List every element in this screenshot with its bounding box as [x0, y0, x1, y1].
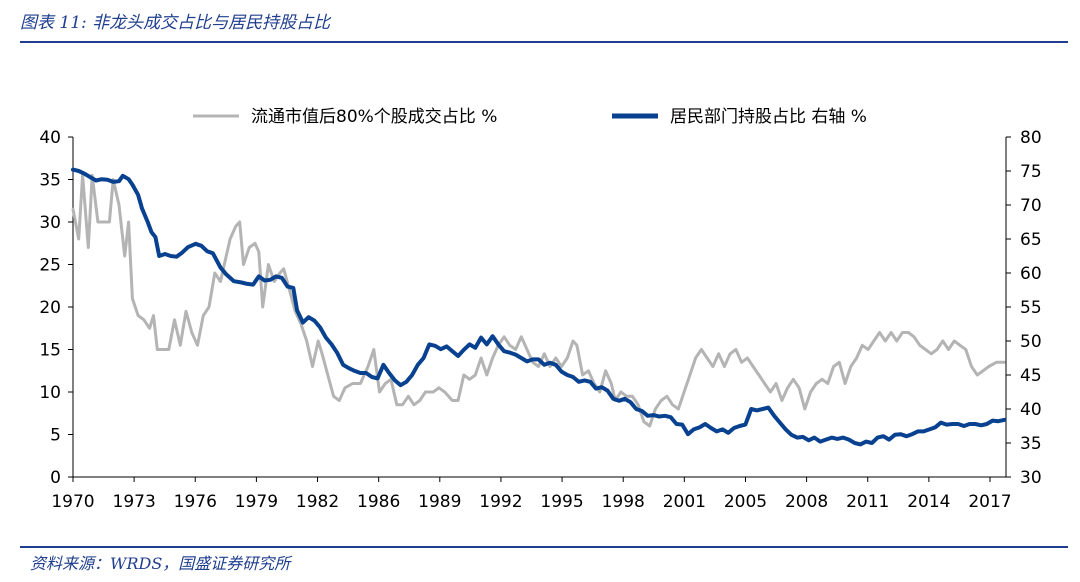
x-tick-label: 1995 — [540, 492, 583, 512]
series-line-household-holding — [71, 167, 1007, 447]
x-tick-label: 1970 — [51, 492, 94, 512]
chart: 流通市值后80%个股成交占比 % 居民部门持股占比 右轴 % 0 5 10 15 20 25… — [39, 107, 1041, 512]
legend-item-household-holding-label: 居民部门持股占比 右轴 % — [670, 107, 867, 127]
x-tick-label: 2001 — [663, 492, 706, 512]
figure-title: 图表 11: 非龙头成交占比与居民持股占比 — [20, 13, 331, 33]
y-right-tick-label: 70 — [1020, 196, 1042, 216]
y-left-tick-label: 35 — [39, 171, 61, 191]
x-tick-label: 1973 — [113, 492, 156, 512]
y-left-tick-label: 25 — [39, 256, 61, 276]
y-right-tick-label: 35 — [1020, 434, 1042, 454]
y-right-tick-label: 50 — [1020, 332, 1042, 352]
x-tick-label: 1992 — [479, 492, 522, 512]
y-left-tick-label: 10 — [39, 383, 61, 403]
y-right-tick-label: 75 — [1020, 162, 1042, 182]
y-left-tick-label: 40 — [39, 128, 61, 148]
y-right-tick-label: 30 — [1020, 468, 1042, 488]
x-tick-label: 1982 — [296, 492, 339, 512]
y-left-tick-label: 0 — [50, 468, 61, 488]
x-tick-label: 2005 — [724, 492, 767, 512]
y-left-tick-label: 30 — [39, 213, 61, 233]
y-right-tick-label: 65 — [1020, 230, 1042, 250]
bottom-divider — [20, 546, 1068, 548]
x-tick-label: 1989 — [418, 492, 461, 512]
y-right-tick-label: 60 — [1020, 264, 1042, 284]
x-tick-label: 1976 — [174, 492, 217, 512]
y-left-tick-label: 5 — [50, 426, 61, 446]
x-tick-label: 1998 — [602, 492, 645, 512]
y-right-tick-label: 45 — [1020, 366, 1042, 386]
x-tick-label: 2014 — [907, 492, 950, 512]
x-tick-label: 2017 — [968, 492, 1011, 512]
y-left-tick-label: 20 — [39, 298, 61, 318]
x-tick-label: 1986 — [357, 492, 400, 512]
top-divider — [20, 41, 1068, 43]
x-tick-label: 2011 — [846, 492, 889, 512]
series-layer — [71, 167, 1007, 447]
x-tick-label: 1979 — [235, 492, 278, 512]
y-right-tick-label: 55 — [1020, 298, 1042, 318]
y-right-tick-label: 80 — [1020, 128, 1042, 148]
series-line-trading-share — [71, 173, 1006, 428]
x-tick-label: 2008 — [785, 492, 828, 512]
axes: 0 5 10 15 20 25 30 35 40 30 35 40 45 50 55 60 65 70 75 80 19… — [39, 128, 1041, 512]
source-note: 资料来源：WRDS，国盛证券研究所 — [30, 554, 291, 573]
legend-item-trading-share-label: 流通市值后80%个股成交占比 % — [251, 107, 497, 127]
legend: 流通市值后80%个股成交占比 % 居民部门持股占比 右轴 % — [193, 107, 867, 127]
y-left-tick-label: 15 — [39, 341, 61, 361]
y-right-tick-label: 40 — [1020, 400, 1042, 420]
